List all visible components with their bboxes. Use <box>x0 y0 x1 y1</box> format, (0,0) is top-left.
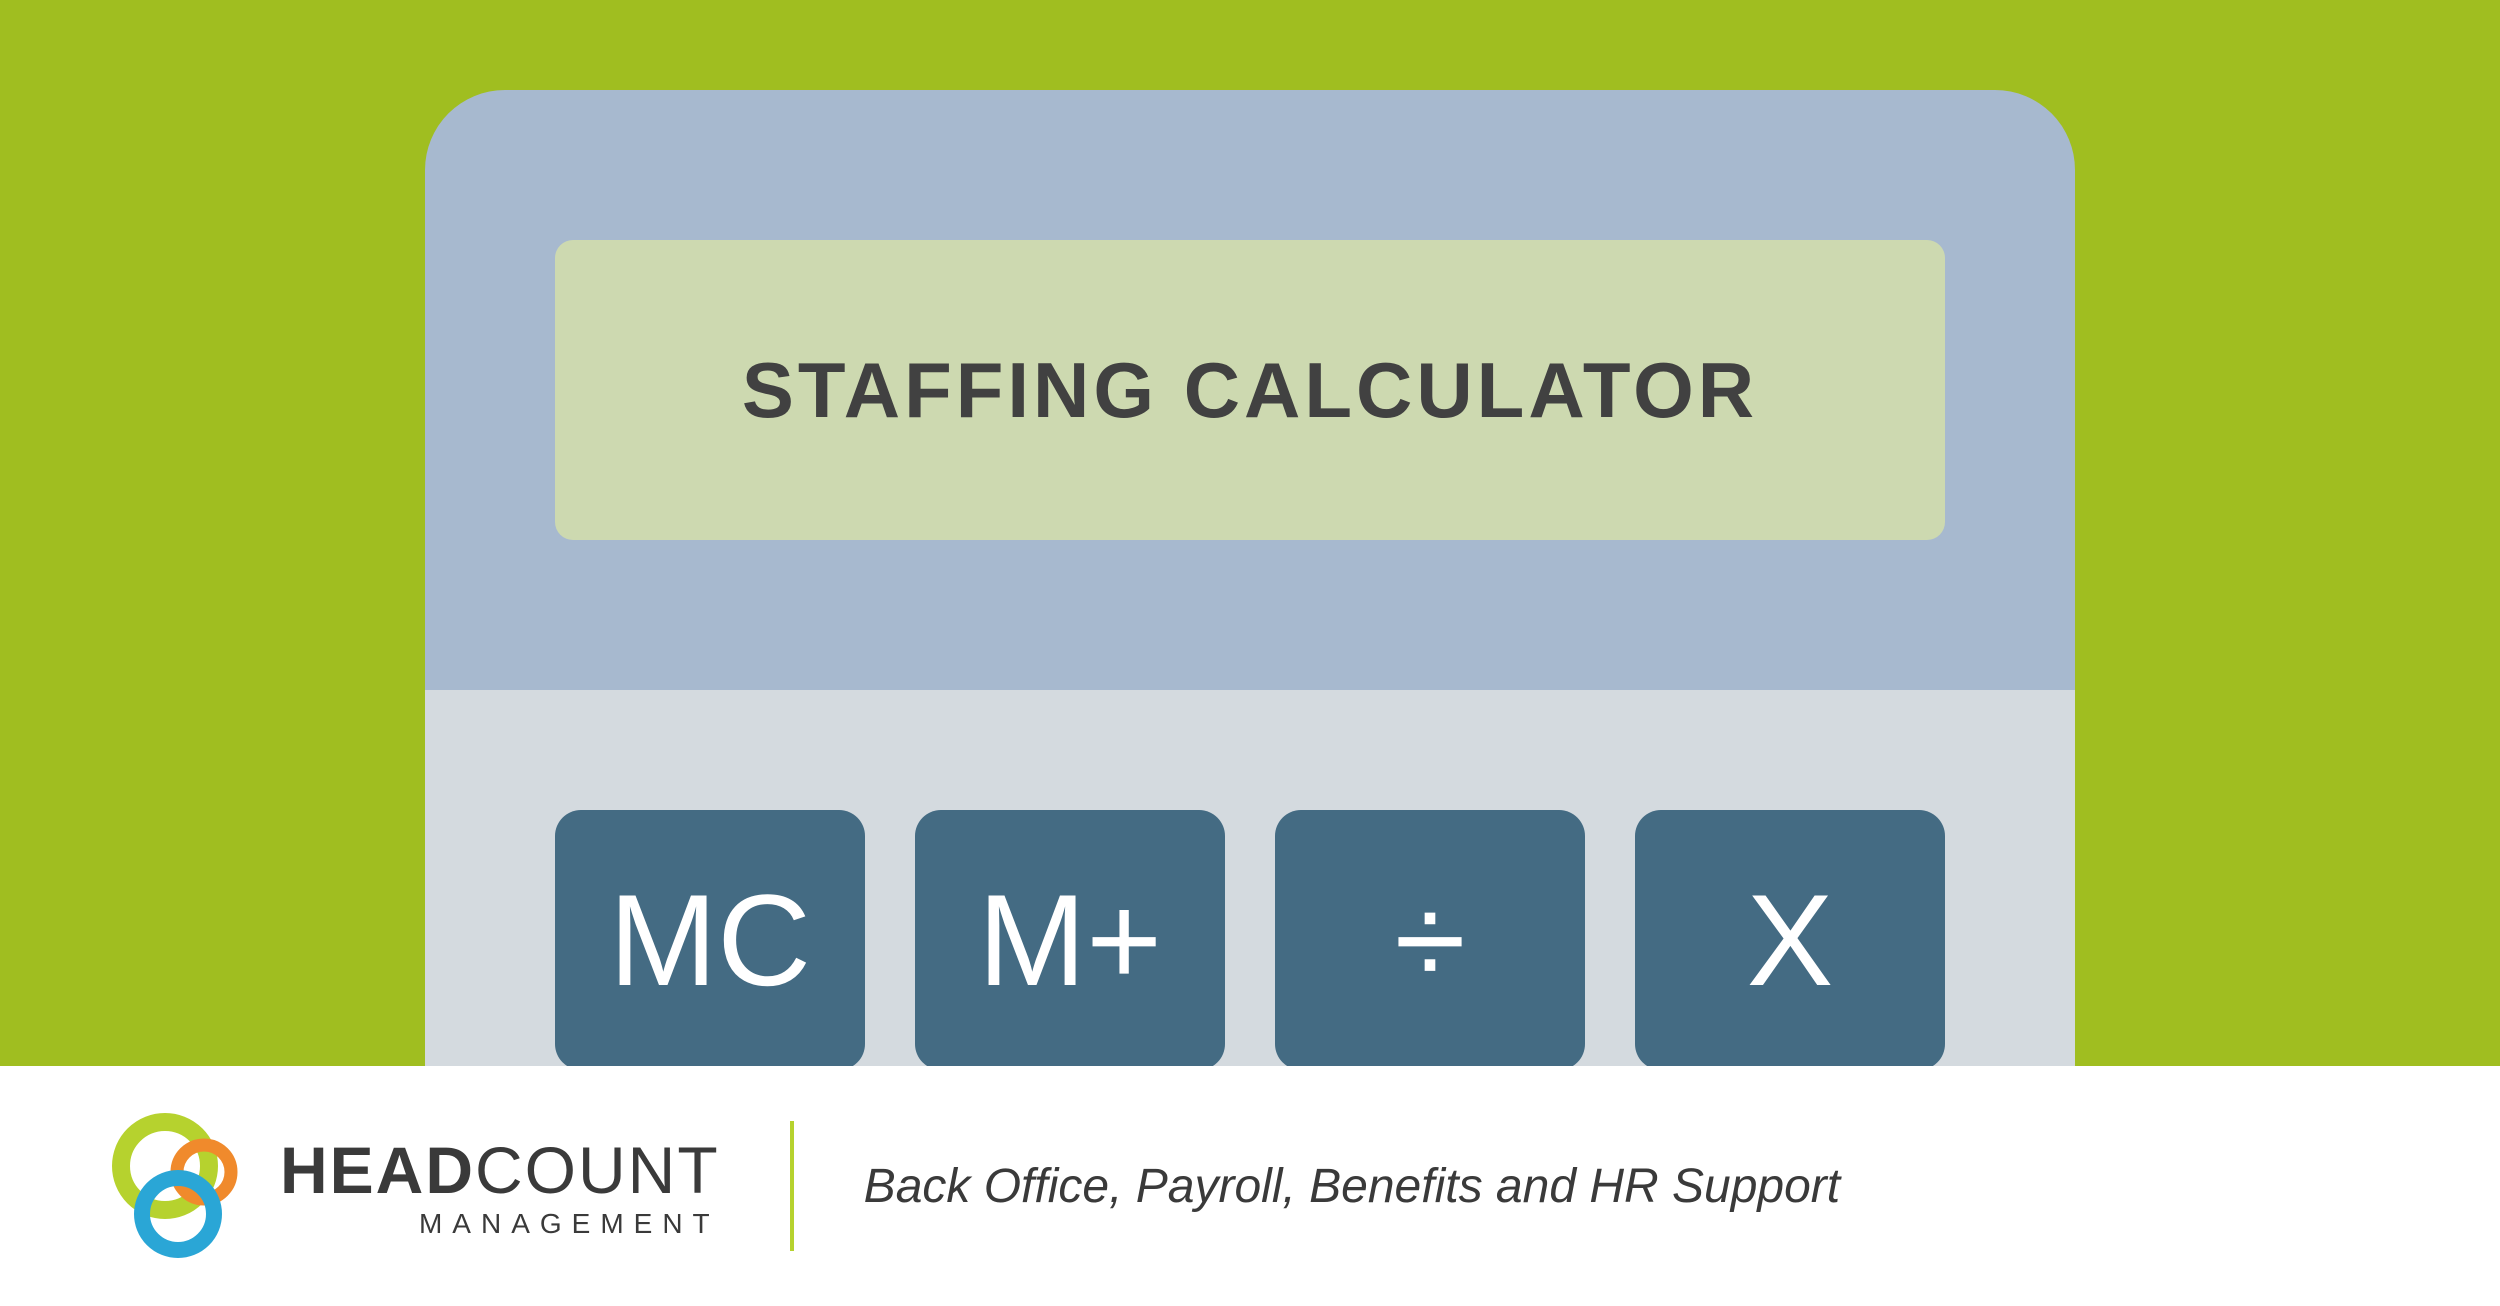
brand-wordmark: HEADCOUNT MANAGEMENT <box>280 1132 720 1240</box>
stage: STAFFING CALCULATOR MC M+ ÷ X HEADCOUN <box>0 0 2500 1306</box>
brand-name-light: COUNT <box>475 1133 720 1207</box>
footer-divider <box>790 1121 794 1251</box>
hero-panel: STAFFING CALCULATOR MC M+ ÷ X <box>0 0 2500 1066</box>
footer-bar: HEADCOUNT MANAGEMENT Back Office, Payrol… <box>0 1066 2500 1306</box>
brand-name-bold: HEAD <box>280 1133 475 1207</box>
brand-logo: HEADCOUNT MANAGEMENT <box>100 1106 720 1266</box>
screen-label: STAFFING CALCULATOR <box>742 345 1758 436</box>
calculator-key-row: MC M+ ÷ X <box>555 810 1945 1066</box>
brand-rings-icon <box>100 1106 260 1266</box>
brand-subtitle: MANAGEMENT <box>280 1208 720 1240</box>
key-divide[interactable]: ÷ <box>1275 810 1585 1066</box>
key-m-plus[interactable]: M+ <box>915 810 1225 1066</box>
calculator-screen: STAFFING CALCULATOR <box>555 240 1945 540</box>
key-multiply[interactable]: X <box>1635 810 1945 1066</box>
footer-tagline: Back Office, Payroll, Benefits and HR Su… <box>864 1159 1840 1214</box>
key-mc[interactable]: MC <box>555 810 865 1066</box>
calculator-body: STAFFING CALCULATOR MC M+ ÷ X <box>425 90 2075 1066</box>
